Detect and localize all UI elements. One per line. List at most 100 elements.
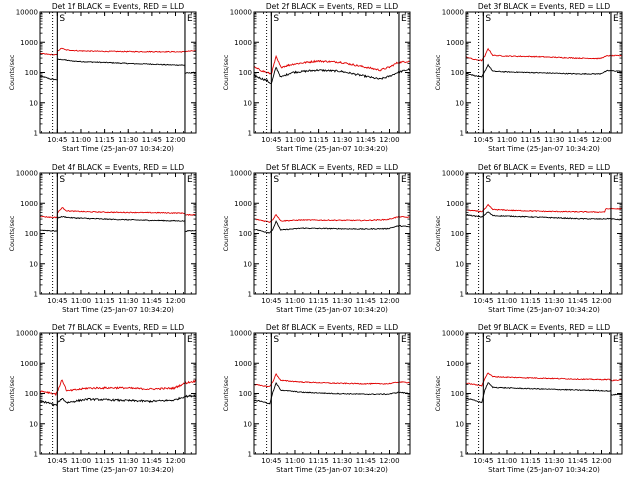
- x-tick-label: 11:30: [544, 297, 564, 305]
- x-tick-label: 11:30: [544, 457, 564, 465]
- x-tick-label: 11:00: [285, 457, 305, 465]
- x-axis-label: Start Time (25-Jan-07 10:34:20): [62, 306, 174, 314]
- y-tick-label: 100: [239, 69, 252, 77]
- marker-label-s: S: [485, 335, 491, 345]
- x-axis-label: Start Time (25-Jan-07 10:34:20): [488, 466, 600, 474]
- marker-label-s: S: [485, 14, 491, 24]
- series-line-lld: [465, 203, 623, 213]
- x-tick-label: 11:00: [71, 136, 91, 144]
- plot-frame: [465, 332, 623, 455]
- y-axis-label: Counts/sec: [222, 54, 230, 90]
- x-tick-label: 11:15: [309, 457, 329, 465]
- marker-label-e: E: [401, 335, 407, 345]
- y-tick-label: 100: [25, 69, 38, 77]
- y-axis-label: Counts/sec: [434, 375, 442, 411]
- x-tick-label: 12:00: [591, 136, 611, 144]
- chart-title: Det 4f BLACK = Events, RED = LLD: [52, 163, 185, 172]
- y-tick-label: 10000: [442, 330, 464, 338]
- marker-label-s: S: [273, 335, 279, 345]
- chart-panel-3: Det 3f BLACK = Events, RED = LLD S E 1 10 100…: [434, 2, 623, 153]
- y-tick-label: 1: [248, 291, 252, 299]
- x-tick-label: 12:00: [165, 136, 185, 144]
- marker-label-e: E: [401, 175, 407, 185]
- y-tick-label: 1: [34, 291, 38, 299]
- x-tick-label: 10:45: [261, 136, 281, 144]
- y-tick-label: 1: [460, 451, 464, 459]
- x-axis-label: Start Time (25-Jan-07 10:34:20): [276, 145, 388, 153]
- y-tick-label: 100: [25, 390, 38, 398]
- plot-frame: [253, 11, 411, 134]
- y-tick-label: 1: [460, 130, 464, 138]
- chart-title: Det 9f BLACK = Events, RED = LLD: [478, 323, 611, 332]
- y-tick-label: 1000: [20, 360, 38, 368]
- chart-title: Det 7f BLACK = Events, RED = LLD: [52, 323, 185, 332]
- series-line-lld: [465, 372, 623, 387]
- y-axis-label: Counts/sec: [8, 215, 16, 251]
- x-tick-label: 11:15: [521, 136, 541, 144]
- y-tick-label: 10: [29, 99, 38, 107]
- y-tick-label: 10000: [230, 170, 252, 178]
- chart-panel-4: Det 4f BLACK = Events, RED = LLD S E 1 10 100…: [8, 163, 197, 314]
- marker-label-e: E: [401, 14, 407, 24]
- x-tick-label: 11:45: [142, 457, 162, 465]
- x-tick-label: 11:30: [118, 297, 138, 305]
- x-tick-label: 11:45: [568, 457, 588, 465]
- x-tick-label: 12:00: [379, 297, 399, 305]
- x-axis-label: Start Time (25-Jan-07 10:34:20): [488, 145, 600, 153]
- x-tick-label: 11:30: [332, 457, 352, 465]
- x-tick-label: 11:30: [332, 297, 352, 305]
- x-tick-label: 11:45: [356, 136, 376, 144]
- series-line-lld: [39, 379, 197, 397]
- x-tick-label: 11:15: [521, 457, 541, 465]
- series-line-lld: [253, 214, 411, 223]
- plot-frame: [465, 172, 623, 295]
- y-tick-label: 10: [29, 420, 38, 428]
- chart-title: Det 6f BLACK = Events, RED = LLD: [478, 163, 611, 172]
- y-tick-label: 10000: [230, 330, 252, 338]
- y-tick-label: 10000: [442, 9, 464, 17]
- y-tick-label: 10000: [230, 9, 252, 17]
- series-line-events: [39, 215, 197, 232]
- x-tick-label: 10:45: [261, 297, 281, 305]
- y-tick-label: 10: [455, 260, 464, 268]
- marker-label-e: E: [613, 14, 619, 24]
- x-tick-label: 12:00: [591, 457, 611, 465]
- x-tick-label: 11:15: [95, 297, 115, 305]
- plot-frame: [39, 172, 197, 295]
- marker-label-s: S: [485, 175, 491, 185]
- series-line-events: [253, 220, 411, 234]
- y-tick-label: 100: [239, 390, 252, 398]
- x-tick-label: 11:30: [118, 457, 138, 465]
- y-tick-label: 1000: [446, 39, 464, 47]
- y-tick-label: 1: [34, 451, 38, 459]
- x-tick-label: 11:00: [497, 136, 517, 144]
- y-axis-label: Counts/sec: [8, 54, 16, 90]
- chart-panel-8: Det 8f BLACK = Events, RED = LLD S E 1 10 100…: [222, 323, 411, 474]
- x-tick-label: 11:00: [285, 136, 305, 144]
- x-axis-label: Start Time (25-Jan-07 10:34:20): [62, 466, 174, 474]
- marker-label-e: E: [187, 335, 193, 345]
- x-tick-label: 11:15: [95, 136, 115, 144]
- marker-label-s: S: [273, 175, 279, 185]
- y-tick-label: 1000: [234, 39, 252, 47]
- x-tick-label: 11:00: [285, 297, 305, 305]
- x-tick-label: 11:30: [544, 136, 564, 144]
- x-axis-label: Start Time (25-Jan-07 10:34:20): [62, 145, 174, 153]
- x-tick-label: 10:45: [473, 297, 493, 305]
- y-tick-label: 10000: [16, 9, 38, 17]
- y-axis-label: Counts/sec: [8, 375, 16, 411]
- y-tick-label: 1: [460, 291, 464, 299]
- x-tick-label: 11:00: [71, 457, 91, 465]
- chart-title: Det 3f BLACK = Events, RED = LLD: [478, 2, 611, 11]
- y-tick-label: 10: [243, 260, 252, 268]
- x-tick-label: 11:45: [142, 297, 162, 305]
- y-tick-label: 10: [455, 99, 464, 107]
- marker-label-s: S: [273, 14, 279, 24]
- series-line-events: [39, 58, 196, 81]
- x-tick-label: 10:45: [47, 297, 67, 305]
- chart-title: Det 5f BLACK = Events, RED = LLD: [266, 163, 399, 172]
- chart-panel-9: Det 9f BLACK = Events, RED = LLD S E 1 10 100…: [434, 323, 623, 474]
- x-tick-label: 10:45: [47, 457, 67, 465]
- marker-label-s: S: [59, 335, 65, 345]
